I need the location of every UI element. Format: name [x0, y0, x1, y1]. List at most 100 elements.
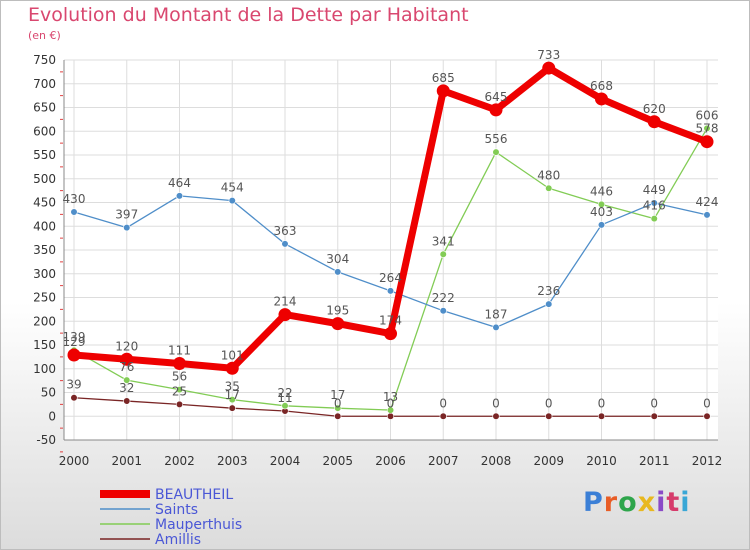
x-tick-label: 2001	[111, 454, 142, 468]
data-label-mauperthuis: 556	[485, 132, 508, 146]
data-point-saints	[703, 211, 711, 219]
logo-letter: i	[656, 487, 667, 518]
data-point-beautheil	[542, 61, 556, 75]
data-point-mauperthuis	[386, 406, 395, 414]
y-tick-label: 600	[33, 124, 56, 138]
data-label-mauperthuis: 76	[119, 360, 134, 374]
data-label-mauperthuis: 13	[383, 390, 398, 404]
data-label-beautheil: 195	[326, 304, 349, 318]
x-tick-label: 2010	[586, 454, 617, 468]
data-point-saints	[175, 192, 184, 200]
data-label-amillis: 0	[703, 396, 711, 410]
data-point-saints	[492, 323, 500, 332]
data-point-mauperthuis	[545, 184, 553, 192]
data-label-amillis: 11	[277, 391, 292, 405]
data-label-amillis: 0	[545, 396, 553, 410]
data-label-mauperthuis: 606	[696, 108, 719, 122]
data-label-amillis: 17	[225, 388, 240, 402]
data-point-amillis	[175, 400, 184, 408]
y-axis-ticks: -50 0 50 100 150 200 250 300 350 400 450 500 550 600 6…	[33, 53, 56, 447]
data-point-mauperthuis	[439, 250, 447, 258]
data-point-mauperthuis	[123, 376, 131, 384]
data-label-saints: 454	[221, 181, 244, 195]
data-label-beautheil: 668	[590, 79, 613, 93]
data-label-mauperthuis: 416	[643, 199, 666, 213]
series-group	[67, 61, 714, 420]
x-tick-label: 2000	[59, 454, 90, 468]
data-label-amillis: 0	[334, 396, 342, 410]
data-label-mauperthuis: 446	[590, 184, 613, 198]
data-label-amillis: 0	[387, 396, 395, 410]
data-point-beautheil	[173, 357, 186, 371]
data-point-beautheil	[384, 327, 397, 341]
data-label-saints: 449	[643, 183, 666, 197]
y-tick-label: 750	[33, 53, 56, 67]
legend-label-saints: Saints	[155, 502, 198, 518]
logo-letter: P	[583, 487, 604, 518]
y-tick-label: 500	[33, 172, 56, 186]
legend-label-amillis: Amillis	[155, 532, 201, 548]
data-point-saints	[228, 197, 236, 205]
data-label-beautheil: 578	[696, 122, 719, 136]
data-label-beautheil: 620	[643, 102, 666, 116]
data-point-saints	[650, 199, 658, 207]
x-tick-label: 2002	[164, 454, 195, 468]
data-point-amillis	[545, 412, 553, 420]
x-tick-label: 2005	[322, 454, 353, 468]
data-label-mauperthuis: 341	[432, 234, 455, 248]
data-label-beautheil: 120	[115, 339, 138, 353]
data-point-amillis	[492, 412, 500, 420]
axes	[60, 60, 718, 453]
data-label-saints: 403	[590, 205, 613, 219]
data-point-saints	[123, 224, 131, 232]
y-tick-label: 400	[33, 219, 56, 233]
data-point-saints	[70, 208, 78, 216]
data-label-saints: 397	[115, 208, 138, 222]
y-tick-label: 350	[33, 243, 56, 257]
y-tick-label: 300	[33, 267, 56, 281]
y-tick-label: -50	[36, 433, 56, 447]
data-point-mauperthuis	[281, 402, 289, 410]
data-point-amillis	[703, 412, 711, 420]
data-label-amillis: 32	[119, 381, 134, 395]
data-label-beautheil: 645	[485, 90, 508, 104]
data-point-mauperthuis	[597, 200, 606, 208]
data-label-saints: 424	[696, 195, 719, 209]
x-tick-label: 2006	[375, 454, 406, 468]
data-point-saints	[439, 307, 447, 315]
x-tick-label: 2003	[217, 454, 248, 468]
data-label-saints: 430	[63, 192, 86, 206]
data-point-amillis	[228, 404, 236, 412]
data-label-mauperthuis: 480	[537, 168, 560, 182]
x-tick-label: 2009	[533, 454, 564, 468]
data-label-beautheil: 733	[537, 48, 560, 62]
data-point-beautheil	[120, 352, 134, 366]
x-tick-label: 2008	[481, 454, 512, 468]
data-label-amillis: 39	[66, 378, 81, 392]
data-point-beautheil	[489, 103, 503, 117]
data-point-saints	[386, 287, 395, 295]
data-label-beautheil: 685	[432, 71, 455, 85]
data-label-amillis: 0	[439, 396, 447, 410]
data-label-saints: 187	[485, 307, 508, 321]
chart-title: Evolution du Montant de la Dette par Hab…	[28, 4, 469, 26]
data-label-saints: 304	[326, 252, 349, 266]
data-point-mauperthuis	[650, 215, 658, 223]
data-label-mauperthuis: 22	[277, 386, 292, 400]
logo-letter: i	[680, 487, 691, 518]
data-label-saints: 363	[274, 224, 297, 238]
data-point-beautheil	[225, 361, 239, 375]
data-point-amillis	[70, 394, 78, 402]
x-tick-label: 2011	[639, 454, 670, 468]
data-point-amillis	[334, 412, 342, 420]
data-label-amillis: 0	[650, 396, 658, 410]
y-tick-label: 100	[33, 362, 56, 376]
data-label-mauperthuis: 17	[330, 388, 345, 402]
data-point-beautheil	[700, 135, 714, 149]
data-point-amillis	[439, 412, 447, 420]
data-label-beautheil: 129	[63, 335, 86, 349]
legend-label-beautheil: BEAUTHEIL	[155, 487, 233, 503]
data-label-amillis: 0	[598, 396, 606, 410]
